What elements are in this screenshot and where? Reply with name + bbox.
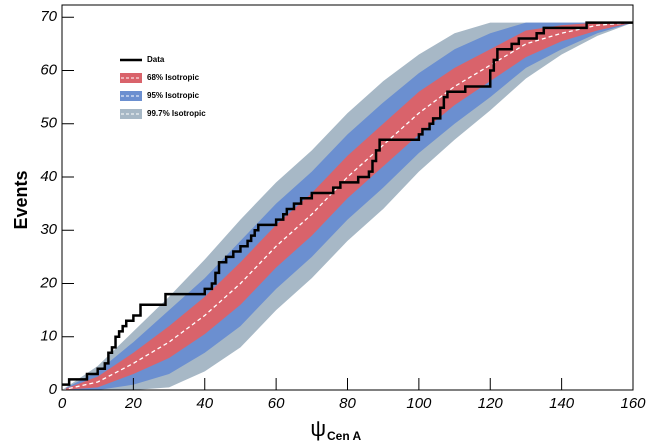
y-tick-label: 40 [40,168,57,185]
x-tick-label: 60 [268,395,285,412]
median-line [61,21,634,391]
legend-label: Data [147,55,165,64]
legend-label: 95% Isotropic [147,91,200,100]
x-tick-label: 140 [549,395,575,412]
y-tick-label: 70 [40,8,57,25]
legend-label: 68% Isotropic [147,73,200,82]
x-tick-label: 0 [58,395,67,412]
x-tick-label: 120 [478,395,504,412]
data-line [62,21,633,386]
x-axis-label-subscript: Cen A [327,429,362,443]
x-tick-label: 40 [196,395,213,412]
x-tick-label: 100 [406,395,432,412]
x-tick-label: 160 [620,395,646,412]
confidence-band [62,22,633,391]
y-tick-label: 0 [49,381,58,398]
y-axis-label: Events [11,170,31,229]
x-tick-label: 20 [124,395,142,412]
y-tick-label: 60 [40,61,57,78]
y-tick-label: 50 [40,115,57,132]
legend-label: 99.7% Isotropic [147,109,206,118]
y-tick-label: 30 [40,221,57,238]
y-tick-label: 10 [40,328,57,345]
x-tick-label: 80 [339,395,356,412]
y-tick-label: 20 [39,274,57,291]
legend-box [111,49,225,127]
x-axis-label: ψ [310,416,326,441]
